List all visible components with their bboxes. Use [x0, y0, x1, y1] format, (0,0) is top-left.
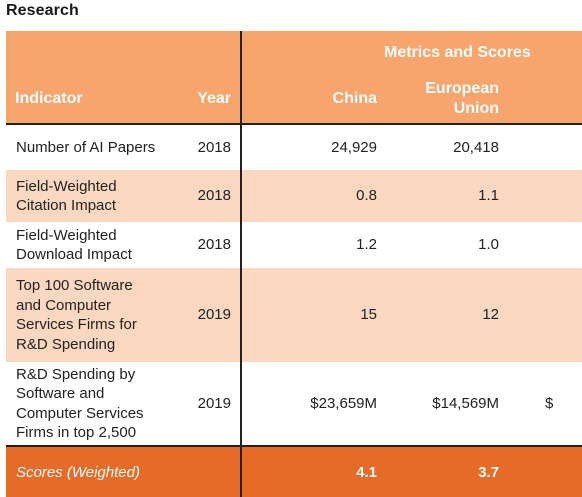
indicator-cell: Top 100 Software and Computer Services F…: [6, 268, 173, 362]
scores-eu-cell: 3.7: [383, 445, 525, 497]
header-group-row: Metrics and Scores: [6, 31, 582, 75]
indicator-text: Field-Weighted Citation Impact: [16, 177, 117, 215]
scores-eu: 3.7: [478, 463, 499, 481]
eu-value: 20,418: [453, 138, 499, 156]
indicator-text: Number of AI Papers: [16, 138, 156, 156]
indicator-cell: Field-Weighted Citation Impact: [6, 170, 173, 222]
china-value-cell: 15: [241, 268, 383, 362]
indicator-cell: Number of AI Papers: [6, 124, 173, 170]
clipped-value-cell: [525, 124, 582, 170]
china-value-cell: 0.8: [241, 170, 383, 222]
table-row: Field-Weighted Download Impact 2018 1.2 …: [6, 222, 582, 268]
indicator-text: Top 100 Software and Computer Services F…: [16, 277, 137, 353]
eu-value: 1.0: [478, 236, 499, 254]
research-table-container: Metrics and Scores Indicator Year China …: [6, 31, 582, 497]
year-cell: 2019: [173, 362, 242, 446]
scores-china: 4.1: [356, 463, 377, 481]
eu-value-cell: 1.1: [383, 170, 525, 222]
table-row: R&D Spending by Software and Computer Se…: [6, 362, 582, 446]
china-value: 24,929: [331, 138, 377, 156]
indicator-text: R&D Spending by Software and Computer Se…: [16, 365, 144, 442]
clipped-value-cell: [525, 268, 582, 362]
scores-label: Scores (Weighted): [16, 463, 140, 481]
year-cell: 2018: [173, 170, 242, 222]
clipped-value-cell: $: [525, 362, 582, 446]
eu-value-cell: 20,418: [383, 124, 525, 170]
eu-header: European Union: [425, 80, 499, 117]
scores-china-cell: 4.1: [241, 445, 383, 497]
china-value: 15: [360, 306, 377, 324]
china-header: China: [332, 90, 377, 107]
china-value: $23,659M: [310, 394, 377, 412]
year-text: 2019: [197, 394, 231, 412]
indicator-header-cell: Indicator: [6, 75, 173, 125]
research-table: Metrics and Scores Indicator Year China …: [6, 31, 582, 497]
section-title: Research: [6, 2, 79, 19]
table-row: Number of AI Papers 2018 24,929 20,418: [6, 124, 582, 170]
year-text: 2018: [197, 138, 231, 156]
year-text: 2018: [197, 187, 231, 205]
china-value: 0.8: [356, 187, 377, 205]
china-value-cell: 1.2: [241, 222, 383, 268]
table-row: Top 100 Software and Computer Services F…: [6, 268, 582, 362]
year-text: 2018: [197, 236, 231, 254]
year-cell: 2018: [173, 222, 242, 268]
metrics-header-cell: Metrics and Scores: [241, 31, 582, 75]
header-empty-cell: [6, 31, 242, 75]
eu-value-cell: 12: [383, 268, 525, 362]
indicator-text: Field-Weighted Download Impact: [16, 226, 132, 264]
scores-clipped-cell: [525, 445, 582, 497]
table-row: Field-Weighted Citation Impact 2018 0.8 …: [6, 170, 582, 222]
indicator-header: Indicator: [15, 90, 83, 107]
eu-value: 12: [482, 306, 499, 324]
eu-value: $14,569M: [432, 394, 499, 412]
clipped-header-cell: [525, 75, 582, 125]
eu-value-cell: $14,569M: [383, 362, 525, 446]
indicator-cell: Field-Weighted Download Impact: [6, 222, 173, 268]
eu-value-cell: 1.0: [383, 222, 525, 268]
china-value-cell: $23,659M: [241, 362, 383, 446]
clipped-value-cell: [525, 170, 582, 222]
indicator-cell: R&D Spending by Software and Computer Se…: [6, 362, 173, 446]
clipped-value: $: [545, 394, 554, 412]
header-row: Indicator Year China European Union: [6, 75, 582, 125]
eu-value: 1.1: [478, 187, 499, 205]
year-cell: 2018: [173, 124, 242, 170]
clipped-value-cell: [525, 222, 582, 268]
scores-label-cell: Scores (Weighted): [6, 445, 242, 497]
year-header-cell: Year: [173, 75, 242, 125]
year-header: Year: [197, 90, 231, 107]
year-cell: 2019: [173, 268, 242, 362]
eu-header-cell: European Union: [383, 75, 525, 125]
scores-row: Scores (Weighted) 4.1 3.7: [6, 445, 582, 497]
china-header-cell: China: [241, 75, 383, 125]
metrics-group-label: Metrics and Scores: [384, 44, 531, 61]
china-value: 1.2: [356, 236, 377, 254]
year-text: 2019: [197, 306, 231, 324]
china-value-cell: 24,929: [241, 124, 383, 170]
